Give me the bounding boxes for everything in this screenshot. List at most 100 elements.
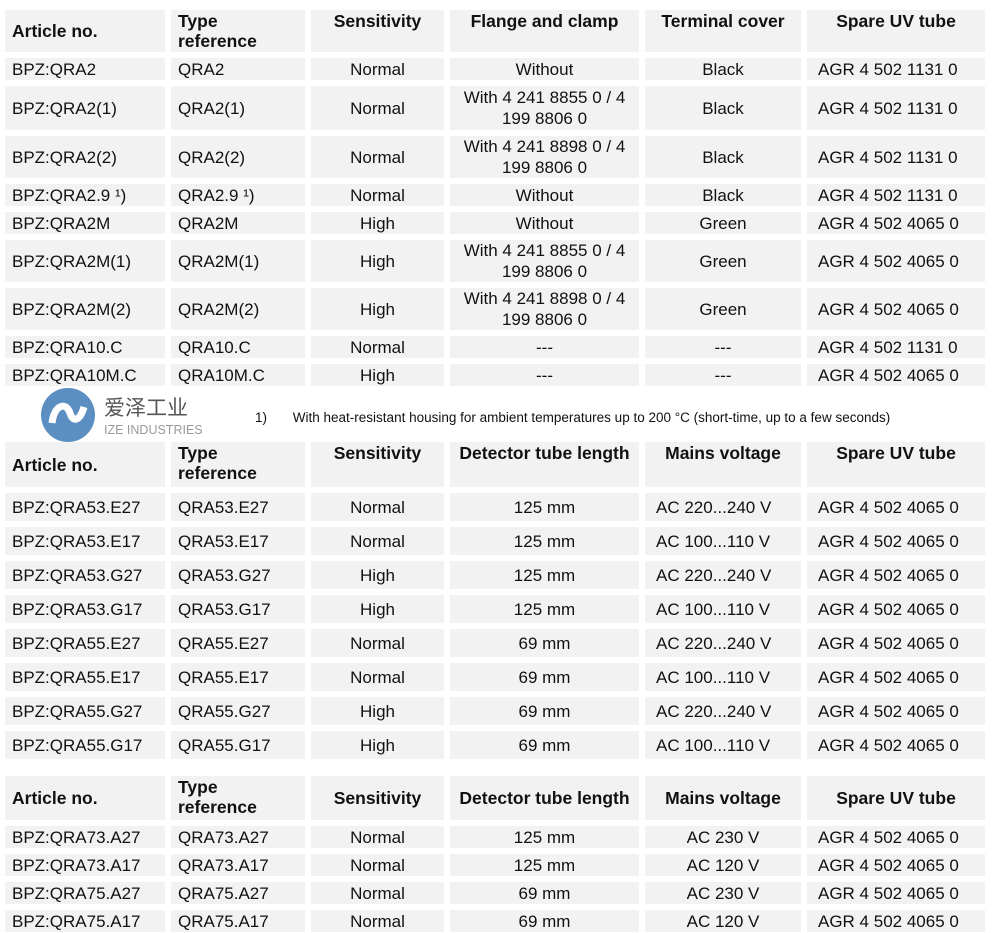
- table-cell: BPZ:QRA2M(1): [5, 240, 165, 282]
- table-cell: AC 100...110 V: [645, 731, 801, 759]
- table-cell: AGR 4 502 4065 0: [807, 629, 985, 657]
- table-cell: QRA10M.C: [171, 364, 305, 386]
- table-cell: Normal: [311, 86, 444, 130]
- table-cell: 125 mm: [450, 493, 639, 521]
- column-header: Article no.: [5, 776, 165, 820]
- table-cell: QRA73.A17: [171, 854, 305, 876]
- table-cell: Normal: [311, 826, 444, 848]
- table-cell: BPZ:QRA10M.C: [5, 364, 165, 386]
- table-cell: BPZ:QRA2.9 ¹): [5, 184, 165, 206]
- table-cell: High: [311, 288, 444, 330]
- table-cell: QRA75.A17: [171, 910, 305, 932]
- table-cell: QRA53.E17: [171, 527, 305, 555]
- table-cell: AGR 4 502 4065 0: [807, 595, 985, 623]
- table-cell: BPZ:QRA55.G17: [5, 731, 165, 759]
- table-cell: ---: [645, 364, 801, 386]
- table-cell: Normal: [311, 910, 444, 932]
- table-cell: QRA55.G17: [171, 731, 305, 759]
- column-header: Sensitivity: [311, 776, 444, 820]
- table-cell: 69 mm: [450, 629, 639, 657]
- footnote: 1) With heat-resistant housing for ambie…: [255, 410, 890, 425]
- table-cell: QRA2M(2): [171, 288, 305, 330]
- table-qra2-series: Article no. Type reference Sensitivity Flan…: [5, 10, 985, 386]
- table-cell: Green: [645, 240, 801, 282]
- column-header: Spare UV tube: [807, 442, 985, 487]
- table-cell: BPZ:QRA2M(2): [5, 288, 165, 330]
- table-cell: AGR 4 502 1131 0: [807, 86, 985, 130]
- column-header: Article no.: [5, 442, 165, 487]
- column-header: Type reference: [171, 442, 305, 487]
- table-cell: BPZ:QRA55.G27: [5, 697, 165, 725]
- table-cell: AGR 4 502 4065 0: [807, 697, 985, 725]
- table-cell: AC 220...240 V: [645, 561, 801, 589]
- table-cell: QRA53.G27: [171, 561, 305, 589]
- table-cell: QRA55.E17: [171, 663, 305, 691]
- table-cell: BPZ:QRA2: [5, 58, 165, 80]
- column-header: Spare UV tube: [807, 776, 985, 820]
- table-cell: 69 mm: [450, 731, 639, 759]
- table-cell: AC 220...240 V: [645, 697, 801, 725]
- column-header: Article no.: [5, 10, 165, 52]
- table-cell: 125 mm: [450, 561, 639, 589]
- table-cell: Black: [645, 184, 801, 206]
- table-cell: ---: [450, 336, 639, 358]
- table-cell: AGR 4 502 4065 0: [807, 212, 985, 234]
- table-cell: AC 100...110 V: [645, 663, 801, 691]
- column-header: Terminal cover: [645, 10, 801, 52]
- table-cell: Normal: [311, 136, 444, 178]
- table-cell: Normal: [311, 493, 444, 521]
- svg-text:爱泽工业: 爱泽工业: [104, 396, 188, 420]
- table-cell: AC 120 V: [645, 854, 801, 876]
- table-cell: Normal: [311, 184, 444, 206]
- table-cell: Green: [645, 212, 801, 234]
- table-cell: 69 mm: [450, 910, 639, 932]
- column-header: Sensitivity: [311, 10, 444, 52]
- table-cell: 69 mm: [450, 663, 639, 691]
- table-cell: AGR 4 502 4065 0: [807, 288, 985, 330]
- table-cell: QRA2(2): [171, 136, 305, 178]
- table-cell: 125 mm: [450, 595, 639, 623]
- column-header: Detector tube length: [450, 442, 639, 487]
- table-cell: AC 220...240 V: [645, 493, 801, 521]
- table-qra73-75-series: Article no. Type reference Sensitivity Dete…: [5, 776, 985, 932]
- table-cell: Black: [645, 136, 801, 178]
- table-cell: AGR 4 502 4065 0: [807, 882, 985, 904]
- table-cell: QRA2.9 ¹): [171, 184, 305, 206]
- table-cell: BPZ:QRA2(2): [5, 136, 165, 178]
- table-cell: QRA55.G27: [171, 697, 305, 725]
- table-cell: BPZ:QRA53.G27: [5, 561, 165, 589]
- table-cell: ---: [645, 336, 801, 358]
- table-cell: 69 mm: [450, 882, 639, 904]
- table-cell: With 4 241 8855 0 / 4 199 8806 0: [450, 86, 639, 130]
- table-cell: Normal: [311, 527, 444, 555]
- table-cell: AGR 4 502 4065 0: [807, 493, 985, 521]
- table-cell: 125 mm: [450, 854, 639, 876]
- table-cell: QRA10.C: [171, 336, 305, 358]
- table-cell: Normal: [311, 336, 444, 358]
- table-cell: QRA73.A27: [171, 826, 305, 848]
- table-cell: AGR 4 502 1131 0: [807, 136, 985, 178]
- column-header: Mains voltage: [645, 776, 801, 820]
- table-cell: AGR 4 502 4065 0: [807, 910, 985, 932]
- table-cell: AGR 4 502 1131 0: [807, 184, 985, 206]
- table-cell: Normal: [311, 882, 444, 904]
- column-header: Spare UV tube: [807, 10, 985, 52]
- table-cell: 69 mm: [450, 697, 639, 725]
- table-cell: AGR 4 502 4065 0: [807, 561, 985, 589]
- table-cell: Normal: [311, 629, 444, 657]
- table-cell: BPZ:QRA75.A17: [5, 910, 165, 932]
- table-cell: AGR 4 502 4065 0: [807, 364, 985, 386]
- table-cell: Normal: [311, 854, 444, 876]
- table-cell: High: [311, 731, 444, 759]
- table-cell: AGR 4 502 4065 0: [807, 663, 985, 691]
- footnote-text: With heat-resistant housing for ambient …: [292, 410, 891, 425]
- table-cell: AC 120 V: [645, 910, 801, 932]
- svg-text:IZE INDUSTRIES: IZE INDUSTRIES: [104, 423, 203, 437]
- table-cell: QRA2: [171, 58, 305, 80]
- table-cell: High: [311, 561, 444, 589]
- table-cell: QRA2M(1): [171, 240, 305, 282]
- table-cell: High: [311, 697, 444, 725]
- table-cell: QRA2M: [171, 212, 305, 234]
- column-header: Mains voltage: [645, 442, 801, 487]
- table-cell: High: [311, 364, 444, 386]
